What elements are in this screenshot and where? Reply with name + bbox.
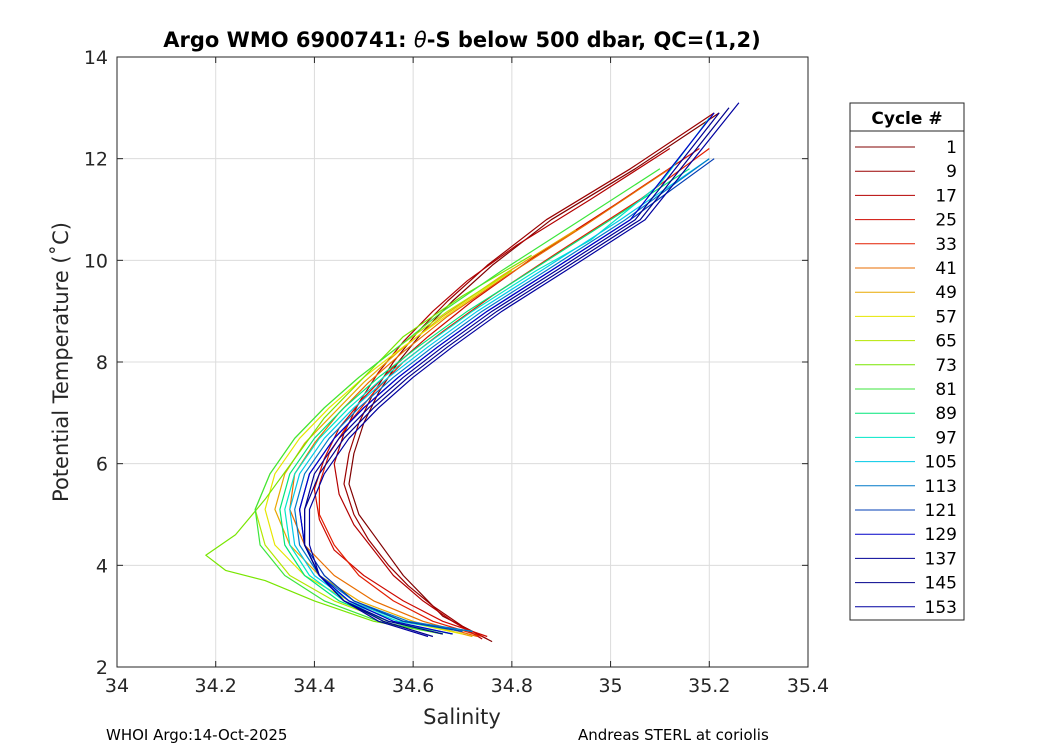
axis-ticks: 34 34.2 34.4 34.6 34.8 35 35.2 35.4 2 4 6 8 10 12 14 [84,47,829,697]
y-tick-label: 8 [96,352,108,374]
legend-label-cycle-65: 65 [935,332,957,352]
legend-label-cycle-49: 49 [935,283,957,303]
series-line-cycle-81 [254,168,661,635]
legend-label-cycle-41: 41 [935,259,957,279]
series-layer [205,102,740,643]
x-tick-label: 34.2 [195,675,237,697]
y-axis-label: Potential Temperature (˚C) [49,222,73,502]
legend-label-cycle-137: 137 [925,549,957,569]
x-tick-label: 35.2 [688,675,730,697]
y-tick-label: 4 [96,555,108,577]
x-tick-label: 34.8 [491,675,533,697]
legend-label-cycle-153: 153 [925,598,957,618]
legend: Cycle # 1 9 17 25 33 41 49 57 65 73 81 89 97 105 113 12… [849,102,965,621]
legend-label-cycle-113: 113 [925,477,957,497]
legend-label-cycle-129: 129 [925,525,957,545]
footer-author: Andreas STERL at coriolis [578,726,769,744]
series-line-cycle-129 [299,112,715,635]
legend-title: Cycle # [871,109,942,129]
legend-label-cycle-121: 121 [925,501,957,521]
legend-label-cycle-97: 97 [935,428,957,448]
legend-label-cycle-105: 105 [925,453,957,473]
x-axis-label: Salinity [423,705,501,729]
legend-label-cycle-33: 33 [935,235,957,255]
y-tick-label: 14 [84,47,108,69]
series-line-cycle-73 [205,254,532,635]
series-line-cycle-9 [343,112,715,640]
y-tick-label: 10 [84,250,108,272]
legend-label-cycle-89: 89 [935,404,957,424]
plot-area [116,56,809,668]
legend-label-cycle-57: 57 [935,307,957,327]
series-line-cycle-105 [289,158,710,632]
series-line-cycle-113 [294,158,710,632]
y-tick-label: 12 [84,149,108,171]
legend-label-cycle-81: 81 [935,380,957,400]
legend-label-cycle-73: 73 [935,356,957,376]
chart-title: Argo WMO 6900741: θ-S below 500 dbar, QC… [163,28,760,52]
series-line-cycle-1 [348,112,720,643]
footer-source: WHOI Argo:14-Oct-2025 [106,726,288,744]
series-line-cycle-97 [284,117,710,632]
series-line-cycle-25 [313,148,700,638]
x-tick-label: 34 [105,675,129,697]
legend-label-cycle-145: 145 [925,574,957,594]
x-tick-label: 34.4 [293,675,335,697]
legend-label-cycle-1: 1 [946,138,957,158]
x-tick-label: 34.6 [392,675,434,697]
series-line-cycle-89 [279,168,690,635]
series-line-cycle-153 [308,102,740,638]
y-tick-label: 6 [96,454,108,476]
x-tick-label: 35 [598,675,622,697]
legend-label-cycle-9: 9 [946,162,957,182]
series-line-cycle-41 [289,168,671,638]
legend-items: 1 9 17 25 33 41 49 57 65 73 81 89 97 105 113 121 129 137 1… [855,138,957,618]
x-tick-label: 35.4 [787,675,829,697]
y-tick-label: 2 [96,657,108,679]
legend-label-cycle-17: 17 [935,186,957,206]
legend-label-cycle-25: 25 [935,211,957,231]
